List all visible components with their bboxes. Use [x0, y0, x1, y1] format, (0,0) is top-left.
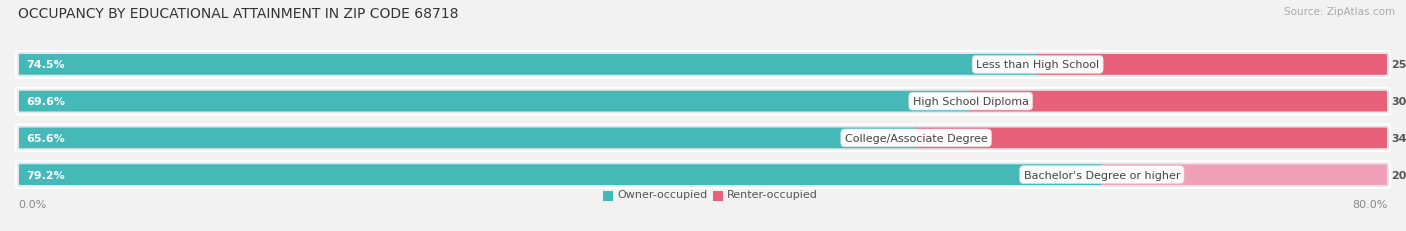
- FancyBboxPatch shape: [15, 88, 1391, 115]
- FancyBboxPatch shape: [20, 55, 1039, 76]
- Text: Less than High School: Less than High School: [976, 60, 1099, 70]
- Text: 80.0%: 80.0%: [1353, 199, 1388, 209]
- Text: 79.2%: 79.2%: [25, 170, 65, 180]
- Text: Renter-occupied: Renter-occupied: [727, 189, 818, 199]
- Text: 30.4%: 30.4%: [1391, 97, 1406, 107]
- Text: 0.0%: 0.0%: [18, 199, 46, 209]
- FancyBboxPatch shape: [1101, 164, 1386, 185]
- Text: Owner-occupied: Owner-occupied: [617, 189, 707, 199]
- Text: 25.5%: 25.5%: [1391, 60, 1406, 70]
- Text: Bachelor's Degree or higher: Bachelor's Degree or higher: [1024, 170, 1180, 180]
- Text: 69.6%: 69.6%: [25, 97, 65, 107]
- Text: College/Associate Degree: College/Associate Degree: [845, 133, 987, 143]
- Text: High School Diploma: High School Diploma: [912, 97, 1029, 107]
- FancyBboxPatch shape: [20, 128, 917, 149]
- Bar: [713, 191, 723, 201]
- Text: OCCUPANCY BY EDUCATIONAL ATTAINMENT IN ZIP CODE 68718: OCCUPANCY BY EDUCATIONAL ATTAINMENT IN Z…: [18, 7, 458, 21]
- Text: 74.5%: 74.5%: [25, 60, 65, 70]
- FancyBboxPatch shape: [20, 91, 972, 112]
- FancyBboxPatch shape: [20, 164, 1102, 185]
- Bar: [603, 191, 613, 201]
- FancyBboxPatch shape: [20, 55, 1386, 76]
- FancyBboxPatch shape: [20, 164, 1386, 185]
- FancyBboxPatch shape: [970, 91, 1386, 112]
- FancyBboxPatch shape: [1036, 55, 1386, 76]
- FancyBboxPatch shape: [15, 52, 1391, 79]
- Text: Source: ZipAtlas.com: Source: ZipAtlas.com: [1284, 7, 1395, 17]
- FancyBboxPatch shape: [20, 128, 1386, 149]
- FancyBboxPatch shape: [915, 128, 1386, 149]
- FancyBboxPatch shape: [15, 161, 1391, 188]
- Text: 65.6%: 65.6%: [25, 133, 65, 143]
- Text: 34.4%: 34.4%: [1391, 133, 1406, 143]
- FancyBboxPatch shape: [15, 125, 1391, 152]
- Text: 20.8%: 20.8%: [1391, 170, 1406, 180]
- FancyBboxPatch shape: [20, 91, 1386, 112]
